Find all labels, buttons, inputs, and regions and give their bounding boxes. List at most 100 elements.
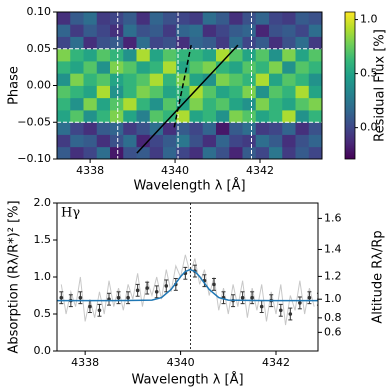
binned-point xyxy=(116,295,121,300)
heatmap-cell xyxy=(229,134,243,148)
heatmap-cell xyxy=(189,85,204,99)
y-tick-label: −0.05 xyxy=(17,115,51,128)
heatmap-cell xyxy=(202,134,217,148)
heatmap-cell xyxy=(123,73,137,86)
y2-tick-label: 1.2 xyxy=(324,269,342,282)
binned-point xyxy=(78,295,83,300)
heatmap-cell xyxy=(123,12,137,25)
heatmap-cell xyxy=(57,85,71,99)
heatmap-cell xyxy=(269,122,283,135)
plot-area xyxy=(57,203,318,351)
heatmap-cell xyxy=(229,36,243,50)
heatmap-cell xyxy=(282,110,296,123)
heatmap-cell xyxy=(70,12,84,25)
heatmap-cell xyxy=(176,122,190,135)
binned-point xyxy=(135,288,140,293)
x-tick-label: 4338 xyxy=(76,164,104,177)
heatmap-cell xyxy=(189,97,204,111)
heatmap-cell xyxy=(136,36,151,50)
heatmap-cell xyxy=(83,12,98,25)
heatmap-cell xyxy=(269,85,283,99)
heatmap-cell xyxy=(269,73,283,86)
heatmap-cell xyxy=(282,122,296,135)
heatmap-cell xyxy=(149,12,164,25)
heatmap-cell xyxy=(282,97,296,111)
heatmap-cell xyxy=(308,61,323,74)
heatmap-cell xyxy=(269,12,283,25)
y-tick-label: 0.0 xyxy=(34,344,52,357)
binned-point xyxy=(145,286,149,290)
heatmap-cell xyxy=(255,122,270,135)
heatmap-cell xyxy=(110,73,124,86)
heatmap-cell xyxy=(83,61,98,74)
heatmap-cell xyxy=(295,85,310,99)
x-tick-label: 4340 xyxy=(167,356,195,369)
heatmap-cell xyxy=(163,48,177,62)
heatmap-cell xyxy=(163,24,177,37)
heatmap-cell xyxy=(57,122,71,135)
heatmap-cell xyxy=(255,24,270,37)
heatmap-cell xyxy=(242,85,257,99)
heatmap-cell xyxy=(136,73,151,86)
binned-point xyxy=(250,295,254,300)
heatmap-cell xyxy=(202,110,217,123)
heatmap-cell xyxy=(70,73,84,86)
heatmap-cell xyxy=(202,61,217,74)
heatmap-cell xyxy=(57,97,71,111)
heatmap-cell xyxy=(202,146,217,160)
heatmap-cell xyxy=(123,48,137,62)
heatmap-cell xyxy=(282,146,296,160)
heatmap-cell xyxy=(123,122,137,135)
heatmap-cell xyxy=(189,36,204,50)
y-tick-label: −0.10 xyxy=(17,152,51,165)
heatmap-cell xyxy=(83,73,98,86)
binned-point xyxy=(212,282,216,287)
binned-point xyxy=(88,304,92,309)
heatmap-cell xyxy=(70,97,84,111)
heatmap-cell xyxy=(57,24,71,37)
heatmap-cell xyxy=(96,97,111,111)
heatmap-cell xyxy=(83,122,98,135)
binned-point xyxy=(278,308,283,313)
heatmap-cell xyxy=(83,97,98,111)
y2-axis-label: Altitude Rλ/Rp xyxy=(371,230,386,323)
colorbar-label: Residual Flux [%] xyxy=(373,29,388,142)
heatmap-cell xyxy=(202,24,217,37)
colorbar xyxy=(344,11,356,160)
heatmap-cell xyxy=(255,110,270,123)
heatmap-cell xyxy=(282,85,296,99)
heatmap-cell xyxy=(110,24,124,37)
heatmap-cell xyxy=(269,48,283,62)
heatmap-cell xyxy=(308,85,323,99)
binned-point xyxy=(307,295,312,300)
binned-point xyxy=(298,301,302,305)
heatmap-cell xyxy=(269,36,283,50)
heatmap-cell xyxy=(123,61,137,74)
heatmap-cell xyxy=(308,48,323,62)
heatmap-cell xyxy=(136,97,151,111)
heatmap-cell xyxy=(242,48,257,62)
y2-tick-label: 0.6 xyxy=(324,325,342,338)
heatmap-cell xyxy=(176,146,190,160)
annotation: Hγ xyxy=(61,206,80,221)
heatmap-cell xyxy=(282,24,296,37)
heatmap-cell xyxy=(216,110,230,123)
heatmap-cell xyxy=(255,48,270,62)
heatmap-cell xyxy=(110,146,124,160)
heatmap-cell xyxy=(189,110,204,123)
heatmap-cell xyxy=(123,24,137,37)
heatmap-cell xyxy=(229,12,243,25)
heatmap-cell xyxy=(269,146,283,160)
heatmap-cell xyxy=(136,61,151,74)
heatmap-cell xyxy=(189,24,204,37)
heatmap-cell xyxy=(255,85,270,99)
heatmap-cell xyxy=(308,146,323,160)
heatmap-cell xyxy=(255,73,270,86)
x-axis-label: Wavelength λ [Å] xyxy=(133,178,245,194)
binned-point xyxy=(97,308,102,313)
heatmap-cell xyxy=(70,110,84,123)
heatmap-cell xyxy=(242,12,257,25)
heatmap-cell xyxy=(295,24,310,37)
heatmap-cell xyxy=(57,146,71,160)
heatmap-cell xyxy=(83,134,98,148)
